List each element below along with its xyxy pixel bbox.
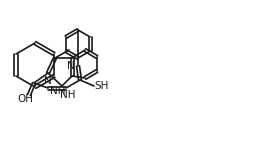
Text: NH: NH: [60, 90, 76, 100]
Text: NH: NH: [50, 86, 66, 96]
Text: SH: SH: [95, 81, 109, 91]
Text: N: N: [67, 61, 75, 71]
Text: N: N: [44, 76, 52, 86]
Text: OH: OH: [17, 94, 33, 104]
